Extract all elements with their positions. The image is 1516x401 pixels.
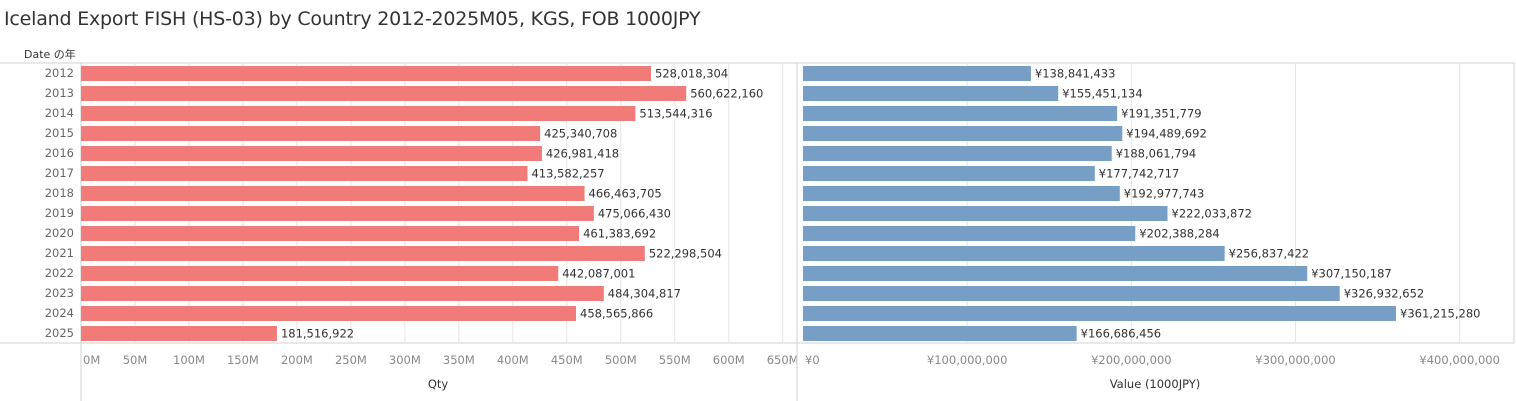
bar-qty-2014 (81, 106, 636, 121)
bar-value-2022 (803, 266, 1308, 281)
value-label-qty-2019: 475,066,430 (598, 207, 671, 221)
bar-value-2014 (803, 106, 1118, 121)
tick-label-qty-7: 350M (443, 353, 475, 367)
year-label-2016: 2016 (45, 146, 74, 160)
tick-label-qty-10: 500M (605, 353, 637, 367)
value-label-qty-2021: 522,298,504 (649, 247, 722, 261)
tick-label-value-0: ¥0 (805, 353, 820, 367)
bar-value-2023 (803, 286, 1340, 301)
value-label-value-2018: ¥192,977,743 (1124, 187, 1204, 201)
bar-qty-2025 (81, 326, 277, 341)
tick-label-qty-9: 450M (551, 353, 583, 367)
value-label-value-2021: ¥256,837,422 (1229, 247, 1309, 261)
bar-qty-2012 (81, 66, 651, 81)
value-label-qty-2012: 528,018,304 (655, 67, 728, 81)
tick-label-qty-2: 100M (173, 353, 205, 367)
value-label-qty-2018: 466,463,705 (589, 187, 662, 201)
value-label-qty-2014: 513,544,316 (639, 107, 712, 121)
axis-title-value: Value (1000JPY) (1110, 377, 1201, 391)
bar-qty-2017 (81, 166, 528, 181)
row-header-label: Date の年 (24, 47, 76, 61)
tick-label-qty-3: 150M (227, 353, 259, 367)
bar-qty-2016 (81, 146, 542, 161)
value-label-value-2022: ¥307,150,187 (1311, 267, 1391, 281)
bar-value-2018 (803, 186, 1120, 201)
bar-value-2015 (803, 126, 1123, 141)
bar-value-2019 (803, 206, 1168, 221)
year-label-2019: 2019 (45, 206, 74, 220)
value-label-value-2024: ¥361,215,280 (1400, 307, 1480, 321)
value-label-value-2012: ¥138,841,433 (1035, 67, 1115, 81)
bar-qty-2022 (81, 266, 559, 281)
bar-value-2012 (803, 66, 1031, 81)
bar-qty-2015 (81, 126, 541, 141)
bar-value-2017 (803, 166, 1095, 181)
tick-label-qty-11: 550M (659, 353, 691, 367)
axis-title-qty: Qty (428, 377, 449, 391)
value-label-value-2025: ¥166,686,456 (1081, 327, 1161, 341)
value-label-qty-2017: 413,582,257 (531, 167, 604, 181)
value-label-qty-2024: 458,565,866 (580, 307, 653, 321)
year-label-2023: 2023 (45, 286, 74, 300)
value-label-value-2014: ¥191,351,779 (1121, 107, 1201, 121)
bar-value-2021 (803, 246, 1225, 261)
tick-label-value-3: ¥300,000,000 (1255, 353, 1335, 367)
tick-label-qty-6: 300M (389, 353, 421, 367)
bar-qty-2020 (81, 226, 580, 241)
year-label-2013: 2013 (45, 86, 74, 100)
value-label-value-2013: ¥155,451,134 (1062, 87, 1142, 101)
tick-label-value-1: ¥100,000,000 (927, 353, 1007, 367)
bar-value-2020 (803, 226, 1136, 241)
value-label-qty-2025: 181,516,922 (281, 327, 354, 341)
tick-label-qty-4: 200M (281, 353, 313, 367)
value-label-value-2016: ¥188,061,794 (1116, 147, 1196, 161)
chart-title: Iceland Export FISH (HS-03) by Country 2… (4, 8, 701, 30)
tick-label-qty-0: 0M (83, 353, 100, 367)
value-label-qty-2022: 442,087,001 (562, 267, 635, 281)
value-label-value-2023: ¥326,932,652 (1344, 287, 1424, 301)
tick-label-qty-8: 400M (497, 353, 529, 367)
value-label-qty-2020: 461,383,692 (583, 227, 656, 241)
tick-label-qty-13: 650M (767, 353, 799, 367)
bar-qty-2019 (81, 206, 594, 221)
value-label-qty-2015: 425,340,708 (544, 127, 617, 141)
year-label-2024: 2024 (45, 306, 74, 320)
year-label-2022: 2022 (45, 266, 74, 280)
year-label-2025: 2025 (45, 326, 74, 340)
year-label-2012: 2012 (45, 66, 74, 80)
value-label-value-2015: ¥194,489,692 (1126, 127, 1206, 141)
value-label-value-2019: ¥222,033,872 (1172, 207, 1252, 221)
value-label-qty-2013: 560,622,160 (690, 87, 763, 101)
year-label-2017: 2017 (45, 166, 74, 180)
bar-qty-2013 (81, 86, 687, 101)
bar-qty-2023 (81, 286, 604, 301)
tick-label-qty-12: 600M (713, 353, 745, 367)
bar-qty-2024 (81, 306, 577, 321)
tick-label-value-4: ¥400,000,000 (1419, 353, 1499, 367)
value-label-qty-2016: 426,981,418 (546, 147, 619, 161)
value-label-qty-2023: 484,304,817 (608, 287, 681, 301)
bar-qty-2018 (81, 186, 585, 201)
bar-value-2024 (803, 306, 1396, 321)
value-label-value-2017: ¥177,742,717 (1099, 167, 1179, 181)
bar-value-2013 (803, 86, 1059, 101)
year-label-2018: 2018 (45, 186, 74, 200)
year-label-2020: 2020 (45, 226, 74, 240)
year-label-2014: 2014 (45, 106, 74, 120)
bar-value-2016 (803, 146, 1112, 161)
bar-qty-2021 (81, 246, 645, 261)
tick-label-qty-5: 250M (335, 353, 367, 367)
value-label-value-2020: ¥202,388,284 (1139, 227, 1219, 241)
year-label-2021: 2021 (45, 246, 74, 260)
year-label-2015: 2015 (45, 126, 74, 140)
tick-label-qty-1: 50M (123, 353, 148, 367)
bar-value-2025 (803, 326, 1077, 341)
tick-label-value-2: ¥200,000,000 (1091, 353, 1171, 367)
